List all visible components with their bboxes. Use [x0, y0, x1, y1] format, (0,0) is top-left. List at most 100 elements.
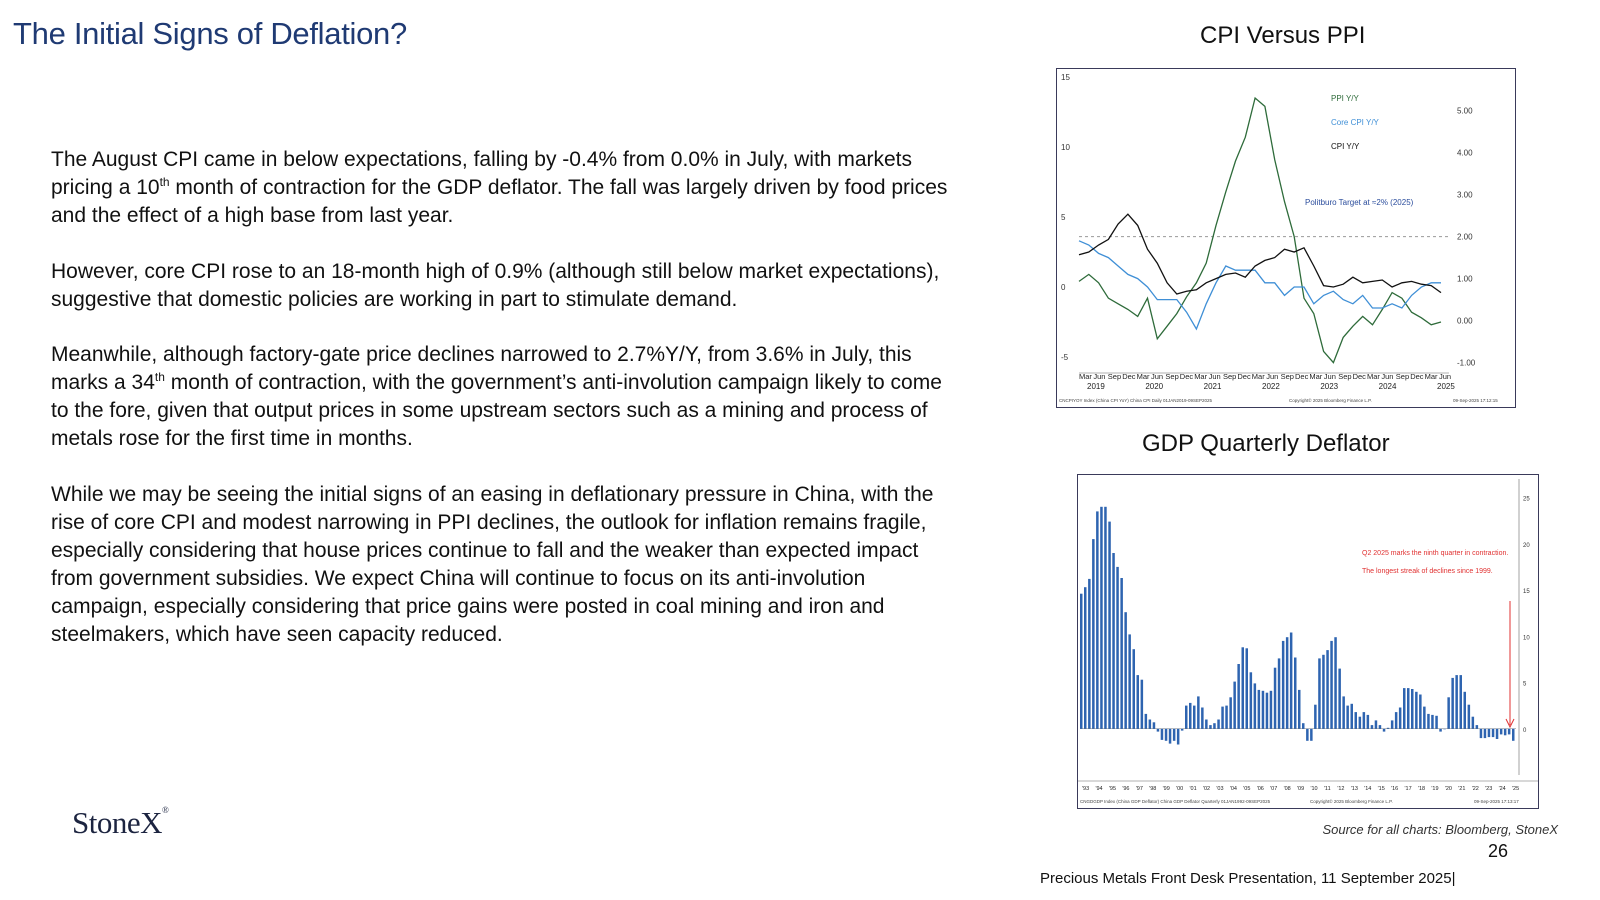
bar — [1479, 728, 1483, 739]
bar — [1427, 713, 1430, 729]
stonex-logo: StoneX® — [72, 805, 169, 841]
x-year-label: '98 — [1149, 786, 1156, 792]
bar — [1507, 728, 1511, 735]
x-month-label: Dec — [1410, 372, 1424, 381]
bar — [1257, 689, 1261, 729]
x-month-label: Sep — [1165, 372, 1178, 381]
bar — [1471, 716, 1475, 729]
x-month-label: Mar — [1367, 372, 1380, 381]
bar — [1116, 566, 1119, 729]
bar — [1176, 728, 1180, 745]
bar — [1160, 728, 1164, 740]
bar — [1386, 727, 1390, 729]
bar — [1512, 728, 1515, 741]
paragraph-4: While we may be seeing the initial signs… — [51, 482, 934, 646]
chart-cpi-ppi: 15 10 5 0 -5 5.00 4.00 3.00 2.00 1.00 0.00 -1.00 Pol… — [1056, 68, 1516, 408]
x-month-label: Mar — [1194, 372, 1207, 381]
bar — [1394, 712, 1398, 729]
x-year-label: '04 — [1230, 786, 1237, 792]
bar — [1112, 553, 1115, 729]
series-line-3 — [1078, 213, 1442, 295]
bar — [1431, 714, 1434, 729]
bar — [1265, 692, 1269, 729]
x-month-label: Mar — [1079, 372, 1092, 381]
bar — [1298, 689, 1301, 729]
x-month-label: Jun — [1439, 372, 1451, 381]
x-year-label: '93 — [1082, 786, 1089, 792]
right-tick-label: 25 — [1523, 497, 1530, 503]
bar — [1443, 728, 1446, 730]
bar — [1495, 728, 1499, 739]
x-year-label: '01 — [1190, 786, 1197, 792]
x-month-label: Sep — [1108, 372, 1121, 381]
bar — [1306, 728, 1309, 741]
x-month-label: Sep — [1223, 372, 1236, 381]
x-year-label: '11 — [1324, 786, 1331, 792]
x-month-label: Dec — [1122, 372, 1136, 381]
right-tick-label: 1.00 — [1457, 275, 1473, 284]
x-year-label: '02 — [1203, 786, 1210, 792]
bar — [1249, 672, 1253, 729]
right-tick-label: 2.00 — [1457, 233, 1473, 242]
bar — [1229, 697, 1232, 729]
bar — [1378, 725, 1382, 729]
x-month-label: Dec — [1180, 372, 1194, 381]
x-year-label: '13 — [1351, 786, 1358, 792]
x-month-label: Jun — [1381, 372, 1393, 381]
bar — [1447, 697, 1450, 729]
bar — [1350, 703, 1353, 729]
bar — [1314, 704, 1317, 729]
x-year-label: 2023 — [1320, 382, 1338, 391]
left-tick-label: -5 — [1061, 353, 1069, 362]
bar — [1439, 728, 1442, 732]
bar — [1253, 683, 1257, 729]
bar — [1463, 691, 1466, 729]
bar — [1120, 578, 1123, 729]
bar — [1225, 705, 1228, 729]
bar — [1168, 728, 1172, 744]
x-year-label: '96 — [1122, 786, 1129, 792]
bar — [1503, 728, 1507, 736]
bar — [1092, 539, 1095, 729]
bar — [1269, 690, 1273, 729]
x-year-label: '07 — [1270, 786, 1277, 792]
right-tick-label: 10 — [1523, 635, 1530, 641]
paragraph-3-sup: th — [154, 370, 165, 384]
x-month-label: Dec — [1295, 372, 1309, 381]
bar — [1459, 675, 1462, 729]
bar — [1273, 667, 1277, 729]
bar — [1136, 675, 1139, 729]
politburo-annotation: Politburo Target at ≈2% (2025) — [1305, 198, 1414, 207]
bar — [1209, 725, 1212, 729]
chart-title-gdp-deflator: GDP Quarterly Deflator — [1142, 430, 1390, 457]
x-year-label: '22 — [1472, 786, 1479, 792]
bar — [1294, 657, 1297, 729]
x-year-label: 2022 — [1262, 382, 1280, 391]
right-tick-label: 0.00 — [1457, 317, 1473, 326]
bar — [1217, 719, 1220, 729]
bar — [1124, 612, 1127, 729]
right-tick-label: 5 — [1523, 682, 1527, 688]
bar — [1164, 728, 1168, 741]
x-month-label: Mar — [1252, 372, 1265, 381]
chart-cpi-ppi-svg: 15 10 5 0 -5 5.00 4.00 3.00 2.00 1.00 0.00 -1.00 Pol… — [1059, 73, 1498, 403]
bar — [1334, 637, 1337, 729]
bar — [1451, 677, 1454, 729]
bar — [1132, 649, 1135, 729]
x-year-label: 2024 — [1379, 382, 1397, 391]
bar — [1213, 723, 1216, 729]
annotation-ninth-quarter: Q2 2025 marks the ninth quarter in contr… — [1362, 550, 1508, 557]
x-month-label: Mar — [1425, 372, 1438, 381]
bar — [1419, 694, 1422, 729]
page-number: 26 — [1487, 841, 1508, 861]
bar — [1289, 632, 1293, 729]
x-year-label: '19 — [1431, 786, 1438, 792]
bar — [1398, 707, 1402, 729]
paragraph-2: However, core CPI rose to an 18-month hi… — [51, 259, 940, 311]
bar — [1374, 720, 1378, 729]
bar — [1285, 637, 1289, 729]
logo-text: StoneX — [72, 805, 163, 840]
bar — [1435, 715, 1438, 729]
chart-title-cpi-ppi: CPI Versus PPI — [1200, 22, 1366, 49]
left-tick-label: 15 — [1061, 73, 1070, 82]
